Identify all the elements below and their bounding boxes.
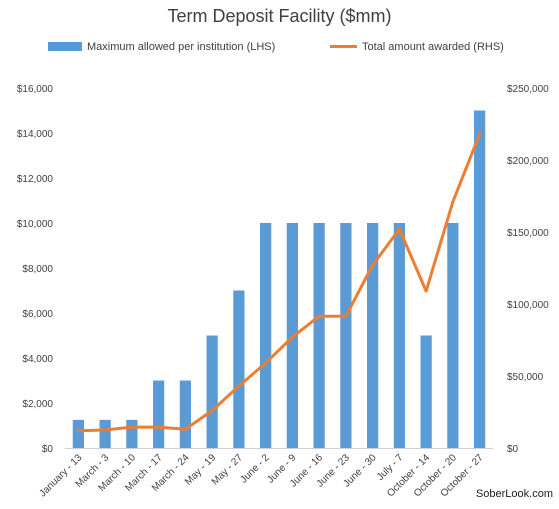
bar [126,419,138,448]
bar [72,419,84,448]
y-right-tick-label: $250,000 [507,84,549,95]
bar [233,290,245,448]
bar [367,223,379,448]
y-left-tick-label: $4,000 [22,354,53,365]
bar [447,223,459,448]
legend-label-line: Total amount awarded (RHS) [362,41,504,53]
line-series [76,132,482,433]
y-left-tick-label: $2,000 [22,399,53,410]
y-left-tick-label: $12,000 [17,174,54,185]
x-tick-label: January - 13 [37,452,84,499]
y-left-tick-label: $10,000 [17,219,54,230]
bar [420,335,432,448]
bar [474,110,486,448]
legend-label-bars: Maximum allowed per institution (LHS) [87,41,275,53]
watermark: SoberLook.com [475,488,553,500]
y-left-tick-label: $6,000 [22,309,53,320]
bar [179,380,191,448]
y-right-tick-label: $50,000 [507,372,544,383]
y-left-tick-label: $0 [42,444,54,455]
legend-swatch-bars [48,42,82,51]
y-left-tick-label: $14,000 [17,129,54,140]
bar [340,223,352,448]
bar [153,380,165,448]
y-right-tick-label: $150,000 [507,228,549,239]
bar [313,223,325,448]
y-left-tick-label: $16,000 [17,84,54,95]
chart-title: Term Deposit Facility ($mm) [167,6,392,26]
y-right-tick-label: $200,000 [507,156,549,167]
y-left-tick-label: $8,000 [22,264,53,275]
bar [393,223,405,448]
bar [206,335,218,448]
y-right-tick-label: $0 [507,444,519,455]
bar [260,223,272,448]
y-right-tick-label: $100,000 [507,300,549,311]
bar [99,419,111,448]
